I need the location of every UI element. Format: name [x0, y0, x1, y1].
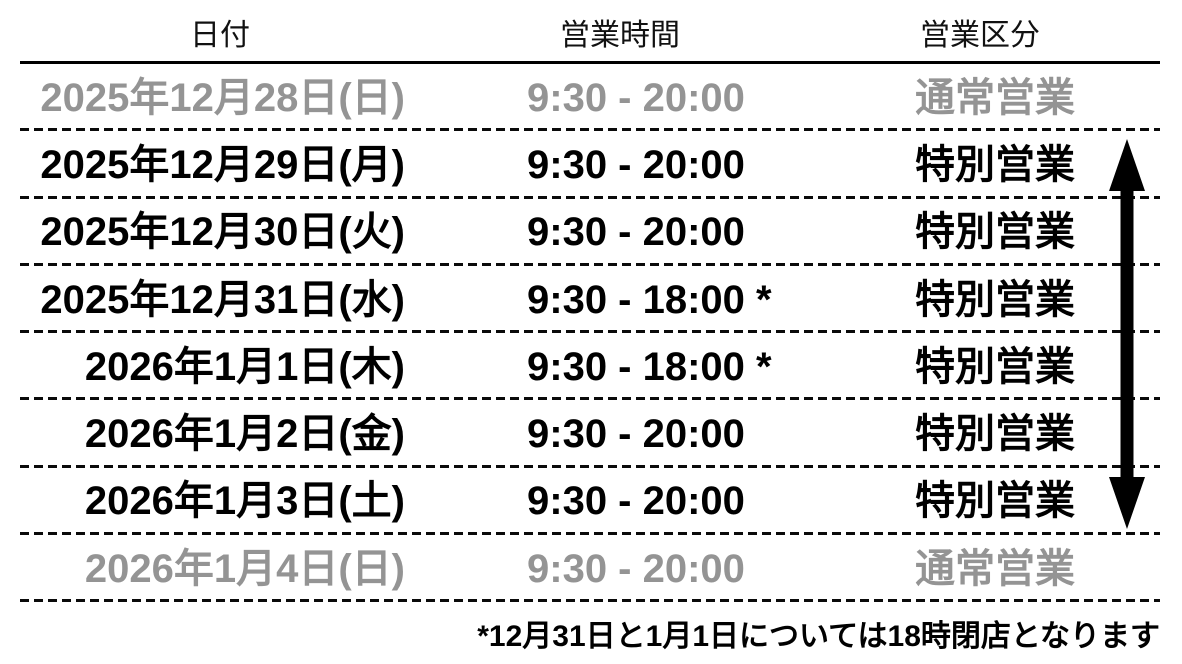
category-cell: 特別営業: [915, 412, 1075, 457]
hours-cell: 9:30 - 20:00: [527, 210, 745, 255]
hours-cell: 9:30 - 18:00 *: [527, 277, 772, 322]
header-divider-line: [20, 61, 1160, 64]
category-cell: 特別営業: [915, 142, 1075, 187]
category-cell: 特別営業: [915, 479, 1075, 524]
hours-cell: 9:30 - 20:00: [527, 479, 745, 524]
date-cell: 2025年12月31日(水): [40, 277, 405, 322]
table-row: 2025年12月29日(月) 9:30 - 20:00 特別営業: [0, 131, 1182, 199]
row-divider-line: [20, 397, 1160, 401]
table-row: 2025年12月28日(日) 9:30 - 20:00 通常営業: [0, 64, 1182, 132]
table-row: 2025年12月31日(水) 9:30 - 18:00 * 特別営業: [0, 266, 1182, 334]
date-cell: 2025年12月29日(月): [40, 142, 405, 187]
category-cell: 特別営業: [915, 210, 1075, 255]
date-cell: 2026年1月1日(木): [84, 344, 405, 389]
footnote-text: *12月31日と1月1日については18時閉店となります: [477, 620, 1160, 654]
table-row: 2026年1月1日(木) 9:30 - 18:00 * 特別営業: [0, 333, 1182, 401]
table-row: 2026年1月3日(土) 9:30 - 20:00 特別営業: [0, 468, 1182, 536]
category-cell: 特別営業: [915, 277, 1075, 322]
date-cell: 2026年1月2日(金): [84, 412, 405, 457]
category-cell: 特別営業: [915, 344, 1075, 389]
category-cell: 通常営業: [915, 546, 1075, 591]
date-cell: 2025年12月30日(火): [40, 210, 405, 255]
table-row: 2025年12月30日(火) 9:30 - 20:00 特別営業: [0, 199, 1182, 266]
row-divider-line: [20, 532, 1160, 536]
header-hours: 営業時間: [560, 19, 680, 52]
table-row: 2026年1月4日(日) 9:30 - 20:00 通常営業: [0, 535, 1182, 603]
row-divider-line: [20, 195, 1160, 199]
hours-cell: 9:30 - 18:00 *: [527, 344, 772, 389]
date-cell: 2026年1月4日(日): [84, 546, 405, 591]
table-row: 2026年1月2日(金) 9:30 - 20:00 特別営業: [0, 400, 1182, 468]
header-category: 営業区分: [920, 19, 1040, 52]
hours-cell: 9:30 - 20:00: [527, 546, 745, 591]
row-divider-line: [20, 464, 1160, 468]
hours-cell: 9:30 - 20:00: [527, 142, 745, 187]
category-cell: 通常営業: [915, 75, 1075, 120]
header-date: 日付: [190, 19, 250, 52]
footnote-row: *12月31日と1月1日については18時閉店となります: [0, 602, 1182, 664]
row-divider-line: [20, 262, 1160, 266]
table-header-row: 日付 営業時間 営業区分: [0, 0, 1182, 64]
row-divider-line: [20, 330, 1160, 334]
date-cell: 2026年1月3日(土): [84, 479, 405, 524]
hours-cell: 9:30 - 20:00: [527, 412, 745, 457]
date-cell: 2025年12月28日(日): [40, 75, 405, 120]
row-divider-line: [20, 128, 1160, 132]
hours-cell: 9:30 - 20:00: [527, 75, 745, 120]
row-divider-line: [20, 599, 1160, 603]
